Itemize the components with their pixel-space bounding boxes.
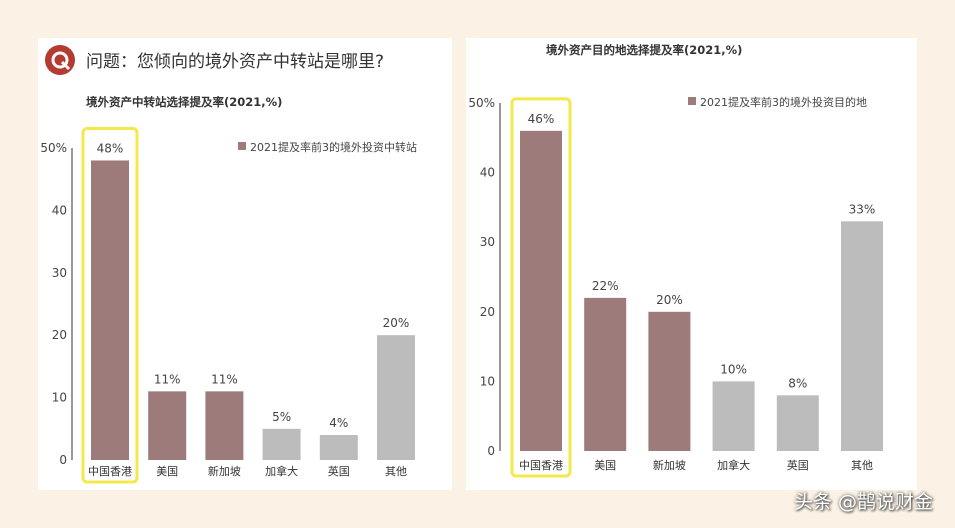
y-tick-label: 50% xyxy=(468,96,495,110)
bar-美国 xyxy=(584,297,627,451)
x-tick-label: 英国 xyxy=(328,464,350,478)
highlight-frame xyxy=(81,126,139,484)
x-tick-label: 加拿大 xyxy=(265,464,298,478)
y-tick-label: 30 xyxy=(52,266,67,280)
data-label: 4% xyxy=(329,416,348,430)
highlight-frame xyxy=(510,97,572,478)
bar-美国 xyxy=(148,391,187,460)
bar-加拿大 xyxy=(262,428,301,460)
x-tick-label: 加拿大 xyxy=(717,458,750,472)
bar-中国香港 xyxy=(91,160,129,460)
right-chart-panel: 境外资产目的地选择提及率(2021,%) 2021提及率前3的境外投资目的地 0 10… xyxy=(466,38,917,490)
bar-英国 xyxy=(776,395,819,451)
y-tick-label: 20 xyxy=(52,328,67,342)
right-chart: 境外资产目的地选择提及率(2021,%) 2021提及率前3的境外投资目的地 0 10… xyxy=(468,43,883,478)
data-label: 48% xyxy=(97,141,124,155)
bar-加拿大 xyxy=(712,381,755,451)
watermark: 头条 @鹊说财金 xyxy=(793,491,933,513)
x-tick-label: 英国 xyxy=(787,458,809,472)
bar-英国 xyxy=(319,435,358,460)
y-tick-label: 40 xyxy=(52,203,67,217)
x-tick-label: 新加坡 xyxy=(653,458,686,472)
data-label: 20% xyxy=(656,293,683,307)
question-logo-icon xyxy=(45,45,75,75)
data-label: 5% xyxy=(272,410,291,424)
y-tick-label: 10 xyxy=(480,374,495,388)
x-tick-label: 其他 xyxy=(385,465,407,478)
data-label: 33% xyxy=(849,202,876,216)
y-tick-label: 20 xyxy=(480,305,495,319)
x-tick-label: 中国香港 xyxy=(88,465,132,478)
bar-中国香港 xyxy=(520,130,562,451)
data-label: 22% xyxy=(592,279,619,293)
bar-其他 xyxy=(377,335,415,460)
data-label: 8% xyxy=(788,376,807,390)
x-tick-label: 美国 xyxy=(156,465,178,478)
data-label: 20% xyxy=(383,316,410,330)
left-chart-panel: 问题：您倾向的境外资产中转站是哪里? 境外资产中转站选择提及率(2021,%) 2… xyxy=(38,38,452,490)
left-chart: 问题：您倾向的境外资产中转站是哪里? 境外资产中转站选择提及率(2021,%) 2… xyxy=(40,45,417,484)
data-label: 10% xyxy=(720,362,747,376)
bar-新加坡 xyxy=(205,391,244,460)
y-tick-label: 50% xyxy=(40,141,67,155)
y-tick-label: 0 xyxy=(487,444,495,458)
x-tick-label: 中国香港 xyxy=(519,459,563,472)
data-label: 11% xyxy=(211,372,238,386)
question-title: 问题：您倾向的境外资产中转站是哪里? xyxy=(86,52,384,72)
x-tick-label: 新加坡 xyxy=(208,464,241,478)
y-tick-label: 30 xyxy=(480,235,495,249)
chart-title: 境外资产目的地选择提及率(2021,%) xyxy=(546,43,742,57)
legend-swatch xyxy=(238,142,246,150)
legend-swatch xyxy=(688,97,696,105)
legend-label: 2021提及率前3的境外投资目的地 xyxy=(700,95,867,109)
y-tick-label: 10 xyxy=(52,391,67,405)
bar-新加坡 xyxy=(648,311,691,451)
data-label: 11% xyxy=(154,372,181,386)
bar-其他 xyxy=(841,221,883,451)
legend-label: 2021提及率前3的境外投资中转站 xyxy=(250,140,417,154)
y-tick-label: 0 xyxy=(59,453,67,467)
chart-title: 境外资产中转站选择提及率(2021,%) xyxy=(86,95,282,109)
y-tick-label: 40 xyxy=(480,166,495,180)
x-tick-label: 美国 xyxy=(594,459,616,472)
data-label: 46% xyxy=(528,112,555,126)
x-tick-label: 其他 xyxy=(851,459,873,472)
